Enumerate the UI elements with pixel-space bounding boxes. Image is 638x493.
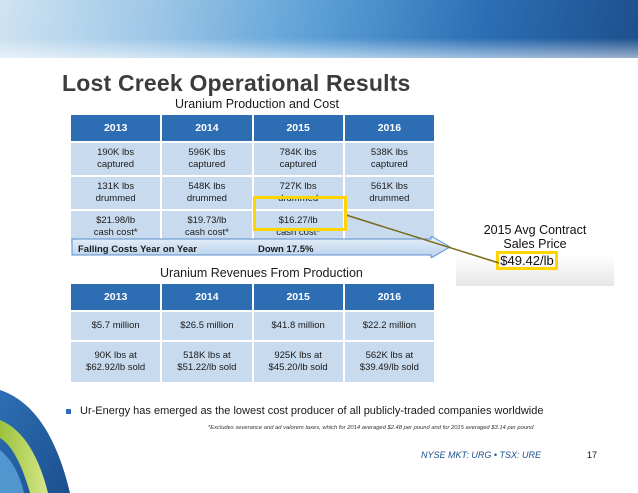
column-header: 2016 (344, 115, 434, 141)
cell-text: 596K lbs (188, 147, 226, 158)
cell-text: captured (188, 159, 226, 170)
table-cell: 90K lbs at $62.92/lb sold (71, 342, 161, 382)
cell-text: 518K lbs at (183, 350, 231, 361)
bullet-square-icon (66, 408, 71, 414)
table-row: $5.7 million $26.5 million $41.8 million $2… (71, 312, 434, 340)
cell-text: $45.20/lb sold (268, 362, 328, 373)
cell-text: $51.22/lb sold (177, 362, 237, 373)
cell-text: 190K lbs (97, 147, 135, 158)
cell-text: drummed (95, 193, 136, 204)
column-header: 2015 (253, 115, 343, 141)
table-row: 90K lbs at $62.92/lb sold 518K lbs at $51.2… (71, 342, 434, 382)
table-row: 131K lbs drummed 548K lbs drummed 727K lbs dr… (71, 177, 434, 209)
table-cell: $26.5 million (162, 312, 252, 340)
cell-text: $19.73/lb (187, 215, 227, 226)
falling-costs-label: Falling Costs Year on Year (78, 244, 197, 255)
key-point-bullet: Ur-Energy has emerged as the lowest cost… (66, 405, 543, 417)
falling-costs-value: Down 17.5% (258, 244, 314, 255)
revenue-table: 2013 2014 2015 2016 $5.7 million $26.5 milli… (69, 282, 436, 384)
table-cell: 925K lbs at $45.20/lb sold (253, 342, 343, 382)
column-header: 2013 (71, 284, 161, 310)
cell-text: 727K lbs (279, 181, 317, 192)
cell-text: cash cost* (276, 227, 321, 238)
table-cell: 131K lbs drummed (71, 177, 161, 209)
table-cell: $5.7 million (71, 312, 161, 340)
table-cell: 548K lbs drummed (162, 177, 252, 209)
table-cell: $41.8 million (253, 312, 343, 340)
column-header: 2014 (162, 115, 252, 141)
key-point-text: Ur-Energy has emerged as the lowest cost… (80, 405, 544, 417)
cell-text: $39.49/lb sold (359, 362, 419, 373)
cell-text: $16.27/lb (278, 215, 318, 226)
cell-text: 561K lbs (370, 181, 408, 192)
table-row: 190K lbs captured 596K lbs captured 784K lbs… (71, 143, 434, 175)
table-cell: 562K lbs at $39.49/lb sold (344, 342, 434, 382)
table-cell: 561K lbs drummed (344, 177, 434, 209)
table-cell: 784K lbs captured (253, 143, 343, 175)
header-banner-glow (0, 38, 638, 58)
page-number: 17 (587, 450, 598, 460)
cell-text: $21.98/lb (96, 215, 136, 226)
cell-text: 90K lbs at (94, 350, 137, 361)
cell-text: 131K lbs (97, 181, 135, 192)
cell-text: captured (97, 159, 135, 170)
contract-price: $49.42/lb (496, 251, 558, 270)
contract-label-line1: 2015 Avg Contract (483, 223, 587, 237)
table-cell: $19.73/lb cash cost* (162, 211, 252, 243)
decorative-swoosh (0, 390, 70, 493)
cell-text: 784K lbs (279, 147, 317, 158)
table-cell: 538K lbs captured (344, 143, 434, 175)
cell-text: 538K lbs (370, 147, 408, 158)
table-cell: $22.2 million (344, 312, 434, 340)
column-header: 2016 (344, 284, 434, 310)
stock-ticker: NYSE MKT: URG • TSX: URE (421, 450, 541, 460)
table-cell: 596K lbs captured (162, 143, 252, 175)
cell-text: $22.2 million (362, 320, 417, 331)
footnote: *Excludes severance and ad valorem taxes… (208, 425, 534, 431)
contract-label-line2: Sales Price (503, 237, 567, 251)
table-cell: 518K lbs at $51.22/lb sold (162, 342, 252, 382)
cell-text: $5.7 million (91, 320, 140, 331)
cell-text: captured (279, 159, 317, 170)
column-header: 2013 (71, 115, 161, 141)
cash-cost-2015-highlight (253, 196, 347, 231)
cell-text: cash cost* (184, 227, 229, 238)
cell-text: $41.8 million (271, 320, 325, 331)
cell-text: 548K lbs (188, 181, 226, 192)
cell-text: cash cost* (93, 227, 138, 238)
cell-text: 562K lbs at (365, 350, 414, 361)
cell-text: 925K lbs at (274, 350, 322, 361)
production-table-header-row: 2013 2014 2015 2016 (71, 115, 434, 141)
cell-text: $26.5 million (180, 320, 234, 331)
column-header: 2015 (253, 284, 343, 310)
slide-title: Lost Creek Operational Results (62, 70, 411, 96)
column-header: 2014 (162, 284, 252, 310)
table-cell: $21.98/lb cash cost* (71, 211, 161, 243)
cell-text: captured (370, 159, 408, 170)
cell-text: drummed (186, 193, 227, 204)
revenue-table-header-row: 2013 2014 2015 2016 (71, 284, 434, 310)
cell-text: drummed (369, 193, 410, 204)
revenue-table-caption: Uranium Revenues From Production (160, 266, 363, 280)
cell-text: $62.92/lb sold (86, 362, 146, 373)
table-cell: 190K lbs captured (71, 143, 161, 175)
production-table: 2013 2014 2015 2016 190K lbs captured 596K lb… (69, 113, 436, 245)
table-cell: $16.27/lb cash cost* (253, 211, 343, 243)
production-table-caption: Uranium Production and Cost (175, 97, 339, 111)
